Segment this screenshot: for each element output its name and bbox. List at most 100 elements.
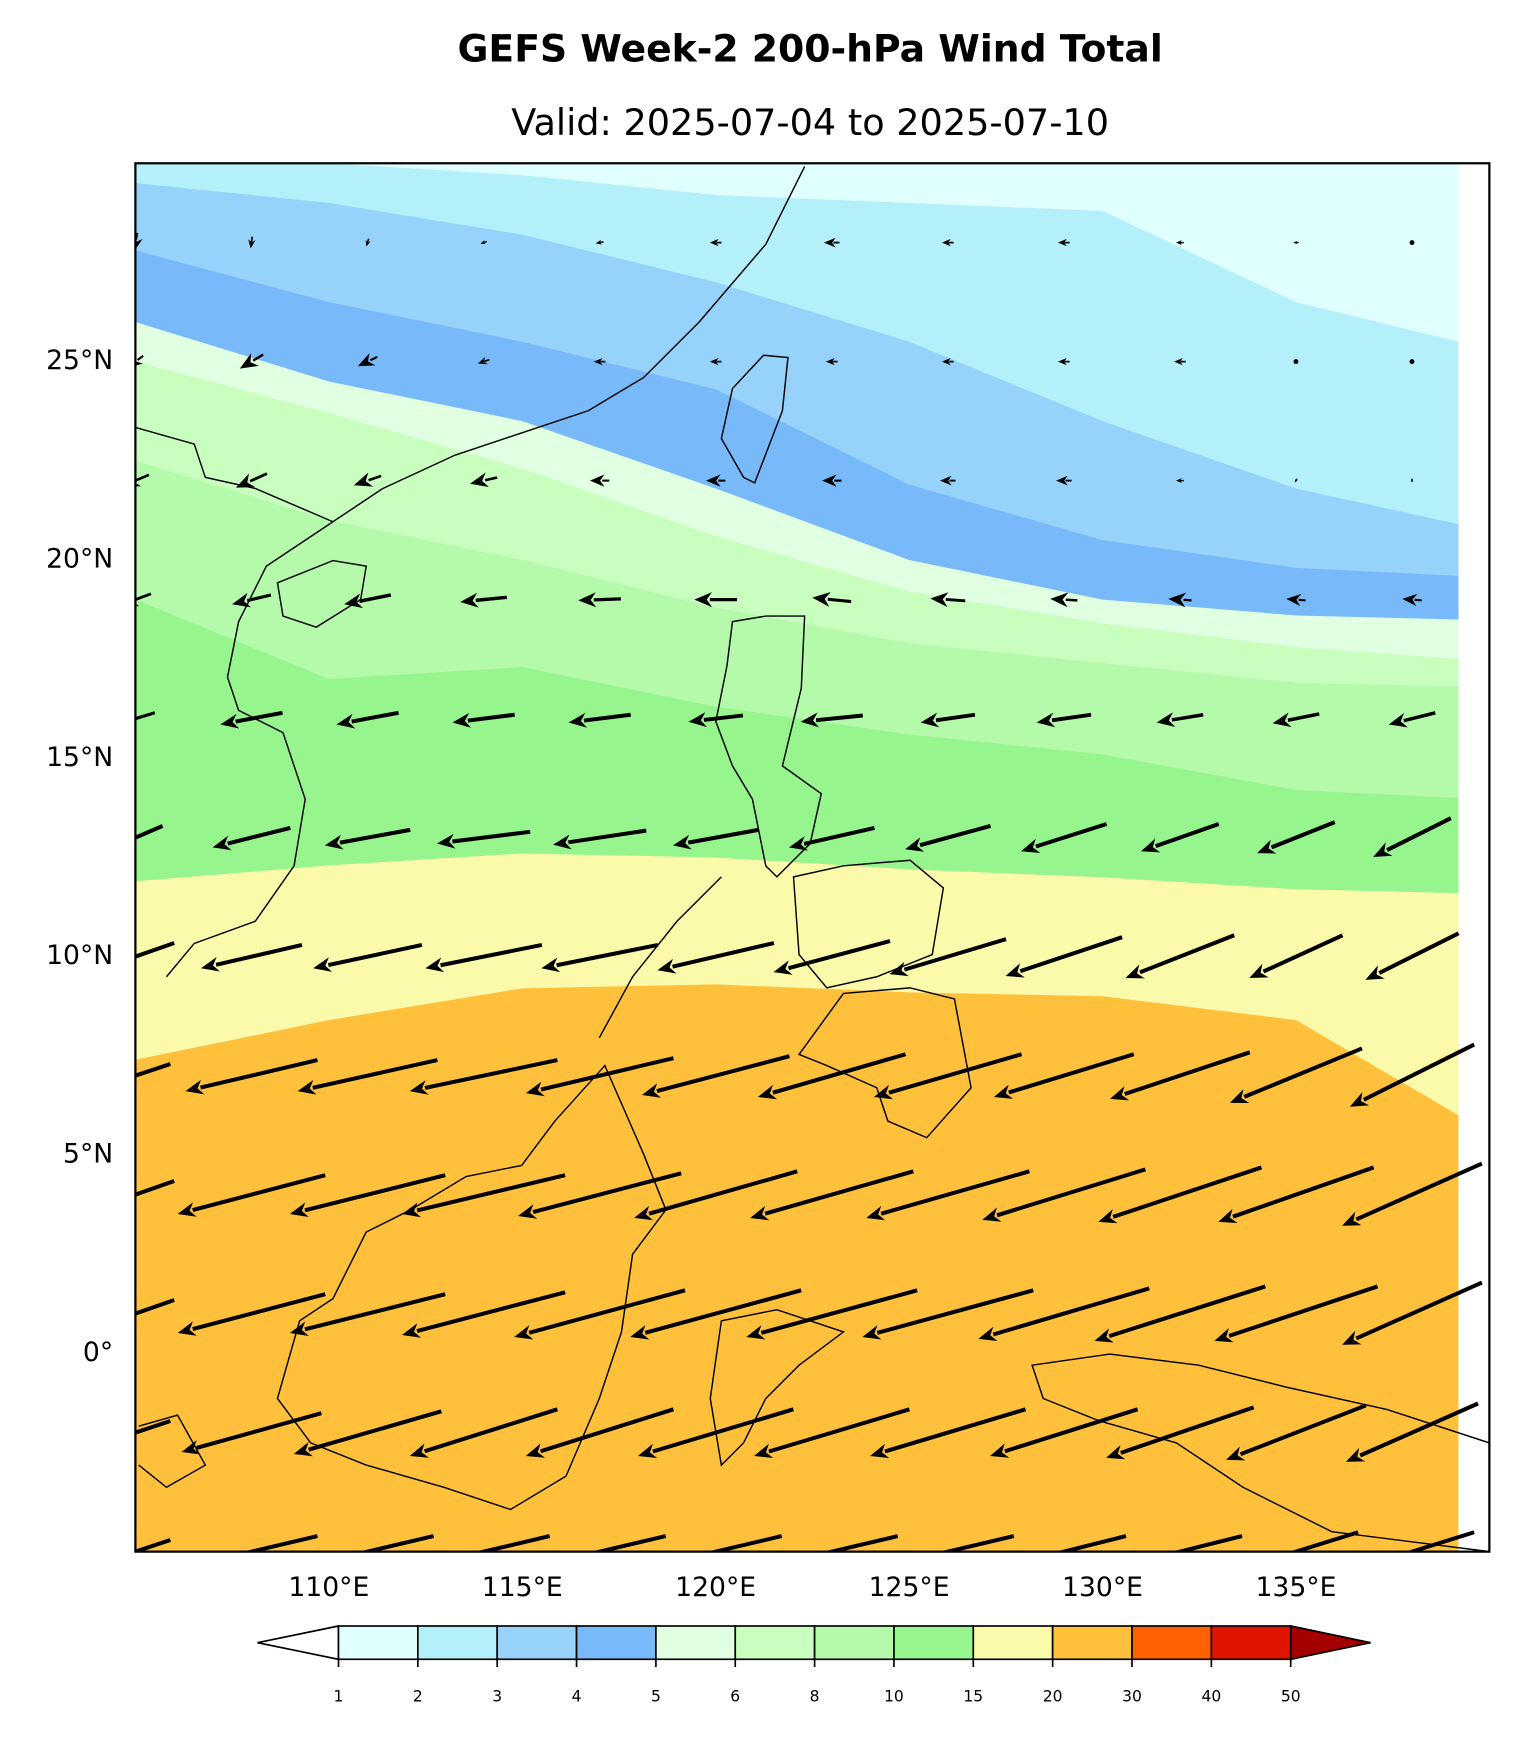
arrow-shaft <box>136 354 144 361</box>
coastline <box>792 859 945 989</box>
arrow-shaft <box>540 1407 675 1454</box>
map-title: GEFS Week-2 200-hPa Wind Total <box>457 27 1162 71</box>
wind-arrow <box>637 1407 794 1458</box>
colorbar-segment <box>1051 1625 1133 1661</box>
wind-arrow <box>630 1288 802 1340</box>
arrow-head <box>534 1556 553 1571</box>
wind-arrow <box>135 1179 175 1197</box>
arrow-head <box>1050 592 1069 608</box>
arrow-head <box>177 1321 197 1336</box>
arrow-head <box>436 833 456 849</box>
wind-arrow <box>870 1407 1027 1458</box>
arrow-shaft <box>423 1407 558 1454</box>
wind-arrow <box>757 1052 907 1100</box>
arrow-shaft <box>135 1419 171 1435</box>
arrow-head <box>541 957 561 973</box>
wind-arrow <box>1342 1161 1483 1226</box>
coastline <box>715 615 823 878</box>
wind-arrow <box>1058 357 1070 366</box>
colorbar-label: 15 <box>963 1688 983 1706</box>
colorbar-segment <box>813 1625 895 1661</box>
wind-arrow <box>1272 712 1320 728</box>
wind-arrow <box>1294 478 1298 483</box>
wind-arrow <box>1171 1534 1243 1552</box>
wind-arrow <box>593 357 606 366</box>
arrow-shaft <box>339 827 411 845</box>
wind-arrow <box>1226 1403 1367 1461</box>
wind-arrow <box>135 941 175 959</box>
wind-arrow <box>941 238 954 247</box>
map-subtitle: Valid: 2025-07-04 to 2025-07-10 <box>511 101 1109 144</box>
wind-arrow <box>534 1534 667 1571</box>
arrow-head <box>1272 712 1292 728</box>
arrow-head <box>248 239 256 249</box>
wind-arrow <box>212 825 291 851</box>
colorbar: 1 2 3 4 5 6 8 10 15 20 30 40 50 <box>257 1624 1371 1706</box>
arrow-head <box>108 835 127 849</box>
arrow-head <box>920 712 940 728</box>
arrow-head <box>940 475 952 486</box>
arrow-head <box>822 474 837 487</box>
arrow-shaft <box>135 1538 171 1552</box>
colorbar-label: 40 <box>1201 1688 1221 1706</box>
wind-arrow <box>825 357 838 366</box>
arrow-head <box>630 1325 650 1340</box>
colorbar-label: 8 <box>810 1688 820 1706</box>
wind-arrow <box>788 825 875 851</box>
wind-arrow <box>1229 1046 1363 1103</box>
wind-arrow <box>1156 712 1204 727</box>
wind-arrow <box>297 1058 438 1095</box>
wind-arrow <box>477 356 490 365</box>
wind-arrow <box>1257 820 1336 854</box>
arrow-head <box>882 1556 901 1571</box>
arrow-head <box>941 238 951 247</box>
arrow-head <box>672 834 692 850</box>
arrow-shaft <box>252 353 264 362</box>
arrow-head <box>862 1325 882 1340</box>
arrow-shaft <box>939 1534 1015 1552</box>
arrow-head <box>135 482 142 487</box>
arrow-shaft <box>823 1534 899 1552</box>
arrow-shaft <box>1228 1284 1379 1338</box>
coastlines <box>135 166 1490 1552</box>
arrow-shaft <box>1362 1042 1476 1102</box>
wind-arrow <box>289 1173 446 1217</box>
colorbar-segment <box>496 1625 578 1661</box>
arrow-head <box>212 835 232 851</box>
arrow-shaft <box>1355 1280 1483 1341</box>
arrow-shaft <box>1035 822 1108 849</box>
arrow-shaft <box>312 1058 438 1090</box>
wind-arrow <box>1405 1530 1475 1552</box>
arrow-head <box>100 1075 119 1089</box>
arrow-shaft <box>935 712 976 723</box>
arrow-head <box>418 1556 437 1571</box>
arrow-shaft <box>1262 933 1344 974</box>
arrow-shaft <box>135 1298 175 1316</box>
wind-arrow <box>401 1290 566 1338</box>
arrow-dot <box>1409 359 1415 365</box>
arrow-head <box>1388 712 1408 728</box>
arrow-shaft <box>1051 712 1092 723</box>
wind-arrow <box>800 712 863 728</box>
wind-arrow <box>248 236 256 249</box>
wind-arrow <box>177 1292 326 1336</box>
wind-arrow <box>1289 1530 1359 1552</box>
colorbar-segment <box>655 1625 737 1661</box>
map-frame <box>134 162 1491 1553</box>
wind-arrow <box>480 240 487 244</box>
colorbar-segment <box>337 1625 419 1661</box>
wind-arrow <box>135 592 152 607</box>
arrow-shaft <box>200 1058 318 1090</box>
wind-arrow <box>1050 592 1078 608</box>
wind-arrow <box>993 1052 1135 1099</box>
wind-arrow <box>1109 1050 1251 1101</box>
arrow-head <box>365 239 371 247</box>
arrow-shaft <box>644 1288 802 1335</box>
arrow-shaft <box>768 1407 910 1454</box>
arrow-shaft <box>452 829 531 844</box>
arrow-shaft <box>1232 1165 1375 1219</box>
wind-arrow <box>1373 816 1452 858</box>
wind-arrow <box>232 592 272 608</box>
colorbar-segment <box>734 1625 816 1661</box>
arrow-shaft <box>304 1173 446 1213</box>
